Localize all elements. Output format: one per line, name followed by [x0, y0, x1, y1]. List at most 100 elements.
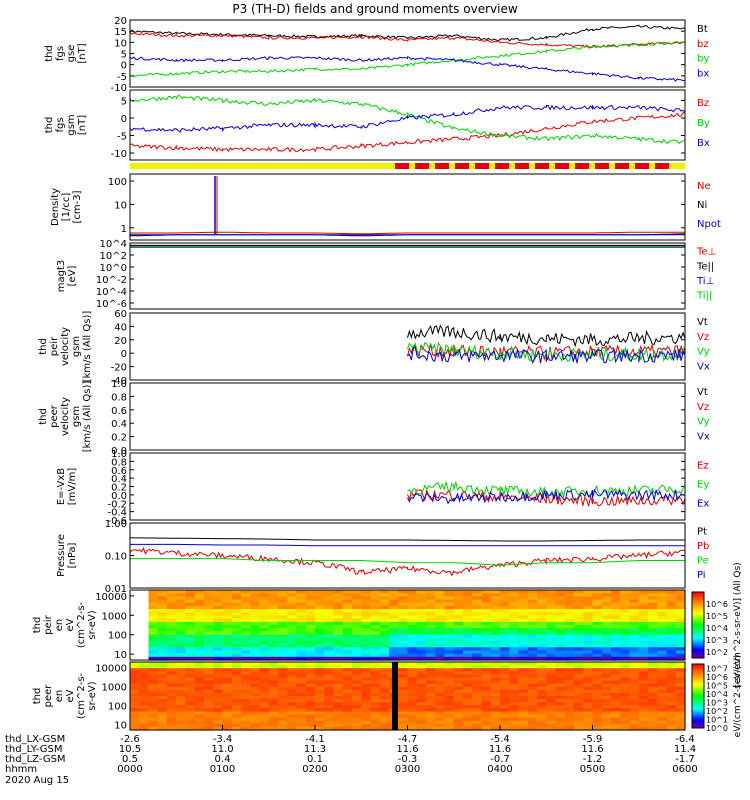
- heatmap-cell: [537, 628, 547, 632]
- heatmap-cell: [305, 686, 316, 691]
- heatmap-cell: [657, 650, 668, 655]
- heatmap-cell: [148, 720, 159, 725]
- heatmap-cell: [213, 723, 224, 728]
- heatmap-cell: [241, 640, 251, 645]
- heatmap-cell: [379, 653, 390, 658]
- heatmap-cell: [518, 723, 529, 728]
- heatmap-cell: [675, 631, 686, 636]
- heatmap-cell: [463, 590, 473, 594]
- heatmap-cell: [601, 590, 612, 594]
- heatmap-cell: [472, 605, 483, 610]
- heatmap-cell: [444, 628, 455, 632]
- heatmap-cell: [527, 705, 538, 709]
- heatmap-cell: [416, 653, 427, 658]
- heatmap-cell: [583, 665, 594, 669]
- heatmap-cell: [574, 612, 584, 617]
- heatmap-cell: [675, 692, 686, 697]
- heatmap-cell: [583, 723, 594, 728]
- heatmap-cell: [444, 674, 455, 679]
- heatmap-cell: [139, 696, 150, 700]
- heatmap-cell: [592, 720, 603, 725]
- heatmap-cell: [407, 702, 418, 706]
- heatmap-cell: [481, 711, 492, 716]
- heatmap-cell: [611, 708, 621, 713]
- heatmap-cell: [250, 634, 261, 639]
- heatmap-cell: [241, 699, 251, 703]
- heatmap-cell: [518, 692, 529, 697]
- heatmap-cell: [213, 726, 224, 731]
- heatmap-cell: [490, 618, 501, 623]
- heatmap-cell: [601, 686, 612, 691]
- panel-frame: [129, 382, 686, 451]
- heatmap-cell: [324, 662, 335, 666]
- heatmap-cell: [574, 671, 584, 675]
- heatmap-cell: [278, 720, 288, 725]
- heatmap-cell: [342, 647, 353, 652]
- heatmap-cell: [416, 644, 427, 648]
- heatmap-cell: [407, 683, 418, 688]
- heatmap-cell: [472, 653, 483, 658]
- heatmap-cell: [629, 612, 640, 617]
- y-axis-label-line: gsm: [66, 114, 77, 135]
- heatmap-cell: [463, 596, 473, 601]
- heatmap-cell: [204, 599, 214, 604]
- heatmap-cell: [176, 677, 187, 682]
- heatmap-cell: [620, 665, 631, 669]
- heatmap-cell: [370, 723, 381, 728]
- heatmap-cell: [638, 593, 649, 597]
- heatmap-cell: [278, 717, 288, 722]
- heatmap-cell: [130, 671, 140, 675]
- heatmap-cell: [620, 612, 631, 617]
- panel-border: [129, 242, 686, 310]
- heatmap-cell: [259, 656, 270, 661]
- heatmap-cell: [555, 609, 566, 613]
- heatmap-cell: [157, 596, 168, 601]
- x-tick-label: -6.4: [675, 734, 695, 745]
- heatmap-cell: [592, 650, 603, 655]
- heatmap-cell: [130, 714, 140, 719]
- heatmap-cell: [222, 625, 233, 629]
- heatmap-cell: [315, 662, 325, 666]
- heatmap-cell: [296, 653, 307, 658]
- colorbar-tick-label: 10^2: [706, 648, 728, 657]
- heatmap-cell: [583, 618, 594, 623]
- heatmap-cell: [555, 628, 566, 632]
- heatmap-cell: [666, 618, 677, 623]
- heatmap-cell: [305, 723, 316, 728]
- heatmap-cell: [167, 699, 177, 703]
- heatmap-cell: [379, 699, 390, 703]
- heatmap-cell: [361, 621, 372, 626]
- heatmap-cell: [463, 662, 473, 666]
- heatmap-cell: [287, 596, 298, 601]
- heatmap-cell: [453, 653, 464, 658]
- heatmap-cell: [500, 621, 510, 626]
- heatmap-cell: [352, 677, 362, 682]
- heatmap-cell: [601, 618, 612, 623]
- heatmap-cell: [315, 631, 325, 636]
- heatmap-cell: [583, 625, 594, 629]
- heatmap-cell: [250, 720, 261, 725]
- heatmap-cell: [592, 637, 603, 642]
- heatmap-cell: [185, 599, 196, 604]
- y-axis-label-line: peer: [43, 684, 54, 708]
- heatmap-cell: [537, 708, 547, 713]
- heatmap-cell: [675, 593, 686, 597]
- heatmap-cell: [490, 699, 501, 703]
- heatmap-cell: [463, 612, 473, 617]
- panel-border: [129, 382, 686, 451]
- heatmap-cell: [379, 625, 390, 629]
- heatmap-cell: [500, 596, 510, 601]
- heatmap-cell: [509, 720, 520, 725]
- heatmap-cell: [444, 717, 455, 722]
- heatmap-cell: [315, 708, 325, 713]
- heatmap-cell: [574, 644, 584, 648]
- heatmap-cell: [324, 618, 335, 623]
- heatmap-cell: [648, 650, 658, 655]
- y-axis-label-line: [mV/m]: [67, 468, 78, 506]
- heatmap-cell: [185, 644, 196, 648]
- heatmap-cell: [342, 599, 353, 604]
- heatmap-cell: [398, 609, 409, 613]
- heatmap-cell: [176, 705, 187, 709]
- heatmap-cell: [241, 689, 251, 694]
